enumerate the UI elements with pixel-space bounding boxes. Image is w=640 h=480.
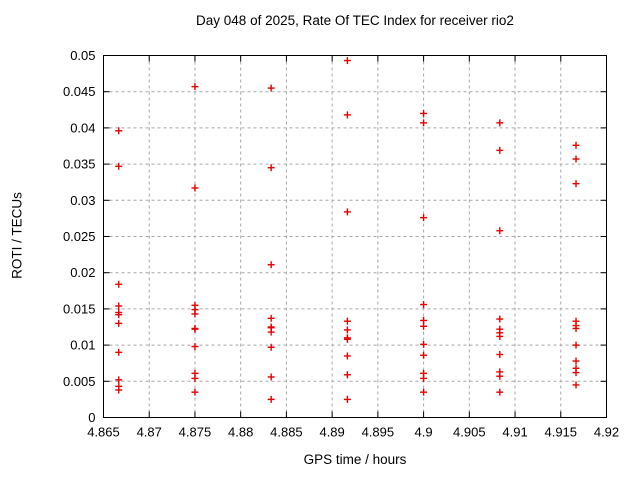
x-tick-label: 4.87 — [137, 425, 162, 440]
y-axis-label: ROTI / TECUs — [9, 192, 25, 279]
x-tick-label: 4.915 — [544, 425, 577, 440]
y-tick-label: 0.005 — [63, 374, 96, 389]
y-tick-label: 0.035 — [63, 157, 96, 172]
y-tick-label: 0 — [88, 410, 95, 425]
x-tick-label: 4.895 — [362, 425, 395, 440]
y-tick-label: 0.045 — [63, 84, 96, 99]
x-tick-label: 4.91 — [502, 425, 527, 440]
x-tick-label: 4.905 — [453, 425, 486, 440]
chart-title: Day 048 of 2025, Rate Of TEC Index for r… — [196, 13, 514, 28]
y-tick-label: 0.025 — [63, 229, 96, 244]
y-tick-label: 0.05 — [70, 48, 95, 63]
x-axis-label: GPS time / hours — [303, 452, 407, 467]
x-tick-label: 4.865 — [87, 425, 120, 440]
x-tick-label: 4.92 — [594, 425, 619, 440]
y-tick-label: 0.02 — [70, 265, 95, 280]
y-tick-label: 0.04 — [70, 120, 95, 135]
x-tick-label: 4.9 — [415, 425, 433, 440]
y-tick-label: 0.03 — [70, 193, 95, 208]
y-tick-label: 0.01 — [70, 338, 95, 353]
y-tick-label: 0.015 — [63, 301, 96, 316]
x-tick-label: 4.885 — [270, 425, 303, 440]
x-tick-label: 4.89 — [319, 425, 344, 440]
x-tick-label: 4.875 — [179, 425, 212, 440]
x-tick-label: 4.88 — [228, 425, 253, 440]
